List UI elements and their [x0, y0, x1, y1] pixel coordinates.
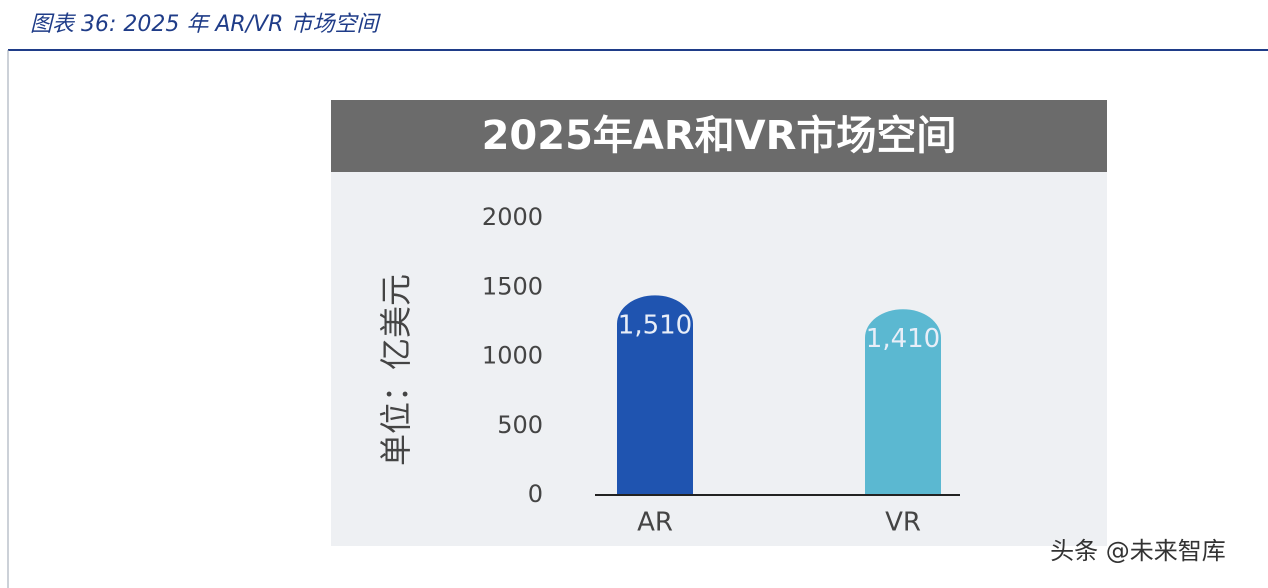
watermark: 头条 @未来智库 — [1050, 537, 1226, 565]
chart-title-bar — [331, 100, 1107, 172]
value-label: 1,510 — [618, 310, 692, 340]
x-tick-label: VR — [885, 508, 921, 538]
y-tick-label: 1000 — [482, 342, 543, 370]
y-tick-label: 0 — [528, 480, 543, 508]
y-tick-label: 500 — [497, 411, 543, 439]
value-label: 1,410 — [866, 324, 940, 354]
y-tick-label: 1500 — [482, 272, 543, 300]
x-tick-label: AR — [637, 508, 673, 538]
header-title: 图表 36: 2025 年 AR/VR 市场空间 — [30, 12, 381, 37]
chart-title: 2025年AR和VR市场空间 — [482, 113, 957, 159]
y-axis-label: 单位：亿美元 — [377, 274, 415, 466]
y-tick-label: 2000 — [482, 203, 543, 231]
bar — [617, 295, 693, 495]
bar — [865, 309, 941, 495]
chart-panel — [331, 100, 1107, 546]
